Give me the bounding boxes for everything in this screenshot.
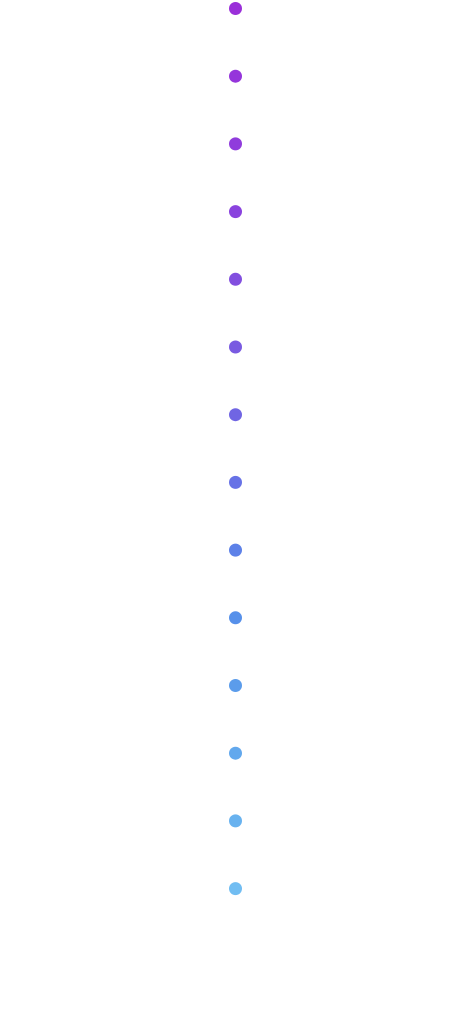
dot — [229, 205, 242, 219]
dot — [229, 408, 242, 422]
dot — [229, 340, 242, 354]
dot — [229, 475, 242, 489]
dot — [229, 611, 242, 625]
dot — [229, 543, 242, 557]
dot — [229, 272, 242, 286]
dot — [229, 882, 242, 896]
dot — [229, 69, 242, 83]
dot — [229, 2, 242, 15]
dot — [229, 137, 242, 151]
dot — [229, 679, 242, 692]
dot — [229, 814, 242, 828]
dot — [229, 746, 242, 760]
